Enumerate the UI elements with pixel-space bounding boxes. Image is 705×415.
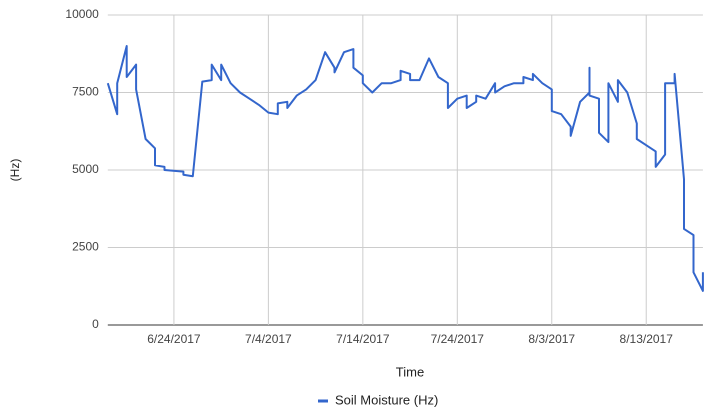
y-tick-label: 5000	[72, 162, 99, 176]
x-axis-label: Time	[396, 364, 424, 379]
y-tick-label: 10000	[65, 7, 99, 21]
series-line	[106, 45, 704, 292]
x-tick-label: 7/4/2017	[245, 332, 292, 346]
x-tick-label: 7/24/2017	[431, 332, 485, 346]
x-tick-label: 8/3/2017	[528, 332, 575, 346]
y-tick-label: 7500	[72, 85, 99, 99]
y-tick-label: 2500	[72, 240, 99, 254]
y-axis-label: (Hz)	[8, 159, 22, 182]
x-tick-label: 8/13/2017	[620, 332, 674, 346]
x-tick-label: 7/14/2017	[336, 332, 390, 346]
x-tick-label: 6/24/2017	[147, 332, 201, 346]
legend-label: Soil Moisture (Hz)	[335, 392, 438, 407]
y-tick-label: 0	[92, 317, 99, 331]
